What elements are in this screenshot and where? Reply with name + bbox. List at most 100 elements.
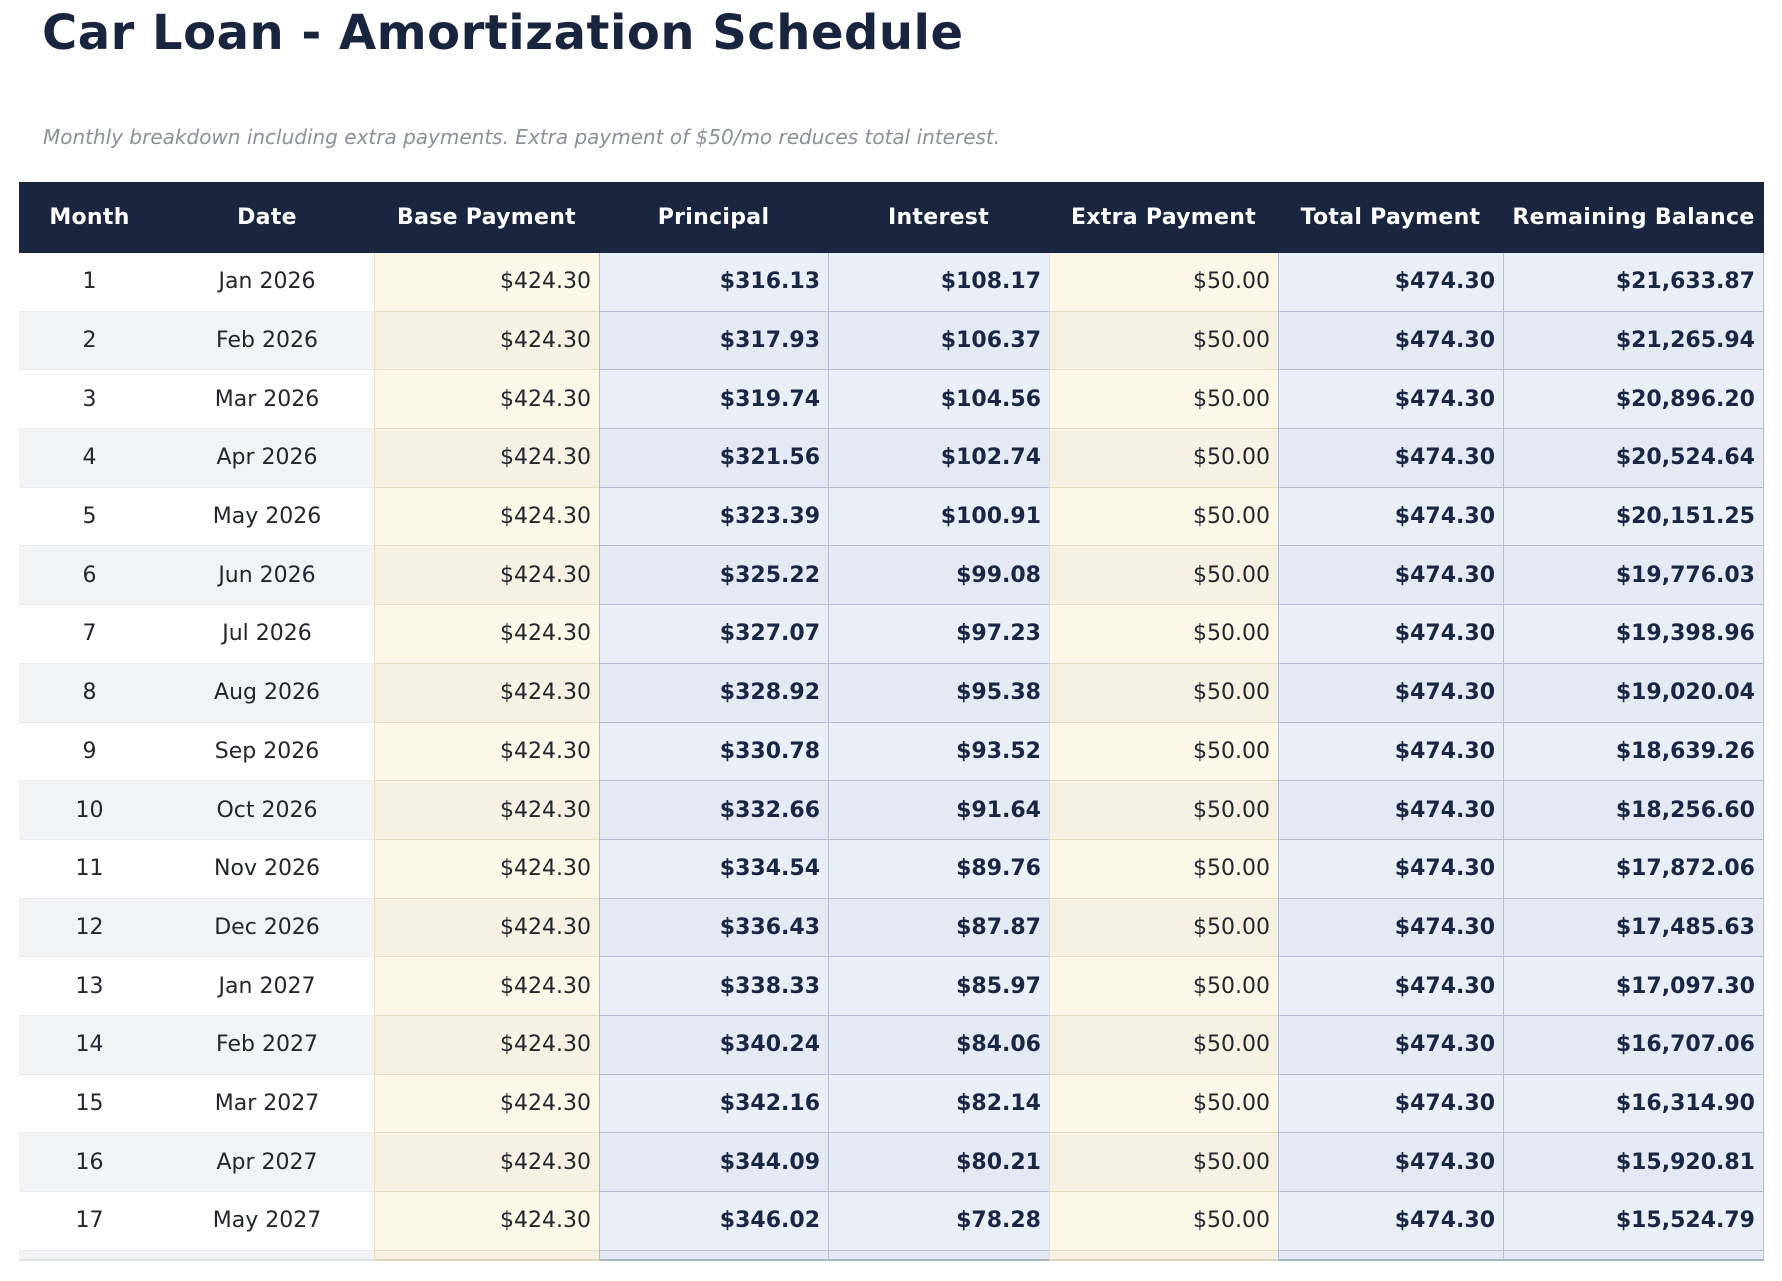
cell-remaining-balance: $19,776.03 xyxy=(1503,546,1764,606)
cell-date: Dec 2026 xyxy=(160,899,374,958)
cell-remaining-balance: $18,639.26 xyxy=(1503,722,1764,782)
cell-base-payment: $424.30 xyxy=(374,957,599,1016)
column-header-date: Date xyxy=(160,182,374,253)
cell-interest: $100.91 xyxy=(828,487,1049,547)
cell-total-payment: $474.30 xyxy=(1278,1192,1503,1251)
cell-extra-payment: $50.00 xyxy=(1049,1192,1278,1251)
cell-date: Jan 2026 xyxy=(160,253,374,312)
cell-interest: $106.37 xyxy=(828,311,1049,371)
cell-interest: $91.64 xyxy=(828,781,1049,840)
cell-extra-payment: $50.00 xyxy=(1049,311,1278,371)
cell-principal: $338.33 xyxy=(599,957,828,1016)
cell-date xyxy=(160,1251,374,1261)
cell-total-payment: $474.30 xyxy=(1278,781,1503,840)
column-header-total-payment: Total Payment xyxy=(1278,182,1503,253)
cell-extra-payment: $50.00 xyxy=(1049,1015,1278,1075)
cell-base-payment: $424.30 xyxy=(374,429,599,488)
cell-total-payment: $474.30 xyxy=(1278,957,1503,1016)
cell-total-payment: $474.30 xyxy=(1278,546,1503,606)
cell-date: May 2027 xyxy=(160,1192,374,1251)
cell-date: Nov 2026 xyxy=(160,840,374,899)
table-row: 9 Sep 2026 $424.30 $330.78 $93.52 $50.00… xyxy=(19,722,1764,782)
cell-remaining-balance: $17,872.06 xyxy=(1503,839,1764,899)
cell-month: 4 xyxy=(19,429,160,488)
amortization-table: Month Date Base Payment Principal Intere… xyxy=(19,182,1764,1261)
cell-interest: $104.56 xyxy=(828,370,1049,430)
cell-principal xyxy=(599,1250,828,1261)
cell-date: Sep 2026 xyxy=(160,723,374,782)
table-row-partial xyxy=(19,1250,1764,1261)
table-header-row: Month Date Base Payment Principal Intere… xyxy=(19,182,1764,253)
table-row: 6 Jun 2026 $424.30 $325.22 $99.08 $50.00… xyxy=(19,546,1764,606)
page-subtitle: Monthly breakdown including extra paymen… xyxy=(43,125,1001,149)
cell-interest: $82.14 xyxy=(828,1074,1049,1134)
cell-principal: $330.78 xyxy=(599,722,828,782)
cell-base-payment: $424.30 xyxy=(374,487,599,547)
cell-total-payment: $474.30 xyxy=(1278,605,1503,664)
cell-total-payment: $474.30 xyxy=(1278,487,1503,547)
column-header-month: Month xyxy=(19,182,160,253)
cell-base-payment: $424.30 xyxy=(374,605,599,664)
table-row: 12 Dec 2026 $424.30 $336.43 $87.87 $50.0… xyxy=(19,898,1764,958)
table-row: 1 Jan 2026 $424.30 $316.13 $108.17 $50.0… xyxy=(19,253,1764,312)
cell-month: 17 xyxy=(19,1192,160,1251)
cell-principal: $344.09 xyxy=(599,1133,828,1192)
cell-interest: $99.08 xyxy=(828,546,1049,606)
cell-interest: $97.23 xyxy=(828,605,1049,664)
column-header-base-payment: Base Payment xyxy=(374,182,599,253)
cell-month: 9 xyxy=(19,723,160,782)
cell-total-payment: $474.30 xyxy=(1278,253,1503,312)
cell-base-payment: $424.30 xyxy=(374,1192,599,1251)
cell-principal: $327.07 xyxy=(599,605,828,664)
cell-total-payment: $474.30 xyxy=(1278,311,1503,371)
cell-extra-payment: $50.00 xyxy=(1049,957,1278,1016)
cell-date: Aug 2026 xyxy=(160,664,374,723)
cell-extra-payment: $50.00 xyxy=(1049,1133,1278,1192)
cell-interest: $78.28 xyxy=(828,1192,1049,1251)
cell-date: May 2026 xyxy=(160,488,374,547)
cell-month: 1 xyxy=(19,253,160,312)
cell-total-payment: $474.30 xyxy=(1278,722,1503,782)
cell-principal: $340.24 xyxy=(599,1015,828,1075)
cell-total-payment: $474.30 xyxy=(1278,839,1503,899)
cell-month: 6 xyxy=(19,546,160,606)
cell-interest: $80.21 xyxy=(828,1133,1049,1192)
cell-principal: $334.54 xyxy=(599,839,828,899)
cell-extra-payment: $50.00 xyxy=(1049,839,1278,899)
cell-total-payment: $474.30 xyxy=(1278,429,1503,488)
cell-remaining-balance: $21,633.87 xyxy=(1503,253,1764,312)
cell-base-payment: $424.30 xyxy=(374,663,599,723)
column-header-extra-payment: Extra Payment xyxy=(1049,182,1278,253)
cell-month xyxy=(19,1251,160,1261)
cell-total-payment xyxy=(1278,1250,1503,1261)
cell-date: Apr 2027 xyxy=(160,1133,374,1192)
cell-extra-payment: $50.00 xyxy=(1049,429,1278,488)
cell-remaining-balance: $15,524.79 xyxy=(1503,1192,1764,1251)
cell-base-payment: $424.30 xyxy=(374,1074,599,1134)
cell-principal: $321.56 xyxy=(599,429,828,488)
cell-interest: $84.06 xyxy=(828,1015,1049,1075)
cell-principal: $342.16 xyxy=(599,1074,828,1134)
cell-extra-payment: $50.00 xyxy=(1049,1074,1278,1134)
cell-date: Feb 2027 xyxy=(160,1016,374,1075)
cell-extra-payment: $50.00 xyxy=(1049,663,1278,723)
cell-base-payment: $424.30 xyxy=(374,1133,599,1192)
cell-total-payment: $474.30 xyxy=(1278,663,1503,723)
cell-extra-payment: $50.00 xyxy=(1049,781,1278,840)
cell-extra-payment: $50.00 xyxy=(1049,546,1278,606)
cell-principal: $323.39 xyxy=(599,487,828,547)
table-row: 11 Nov 2026 $424.30 $334.54 $89.76 $50.0… xyxy=(19,839,1764,899)
cell-remaining-balance: $16,707.06 xyxy=(1503,1015,1764,1075)
cell-extra-payment: $50.00 xyxy=(1049,898,1278,958)
table-row: 3 Mar 2026 $424.30 $319.74 $104.56 $50.0… xyxy=(19,370,1764,430)
table-body: 1 Jan 2026 $424.30 $316.13 $108.17 $50.0… xyxy=(19,253,1764,1261)
table-row: 16 Apr 2027 $424.30 $344.09 $80.21 $50.0… xyxy=(19,1133,1764,1192)
cell-remaining-balance: $21,265.94 xyxy=(1503,311,1764,371)
cell-base-payment: $424.30 xyxy=(374,546,599,606)
cell-remaining-balance: $17,485.63 xyxy=(1503,898,1764,958)
cell-remaining-balance: $20,896.20 xyxy=(1503,370,1764,430)
column-header-remaining-balance: Remaining Balance xyxy=(1503,182,1764,253)
table-row: 10 Oct 2026 $424.30 $332.66 $91.64 $50.0… xyxy=(19,781,1764,840)
cell-month: 15 xyxy=(19,1075,160,1134)
cell-month: 14 xyxy=(19,1016,160,1075)
